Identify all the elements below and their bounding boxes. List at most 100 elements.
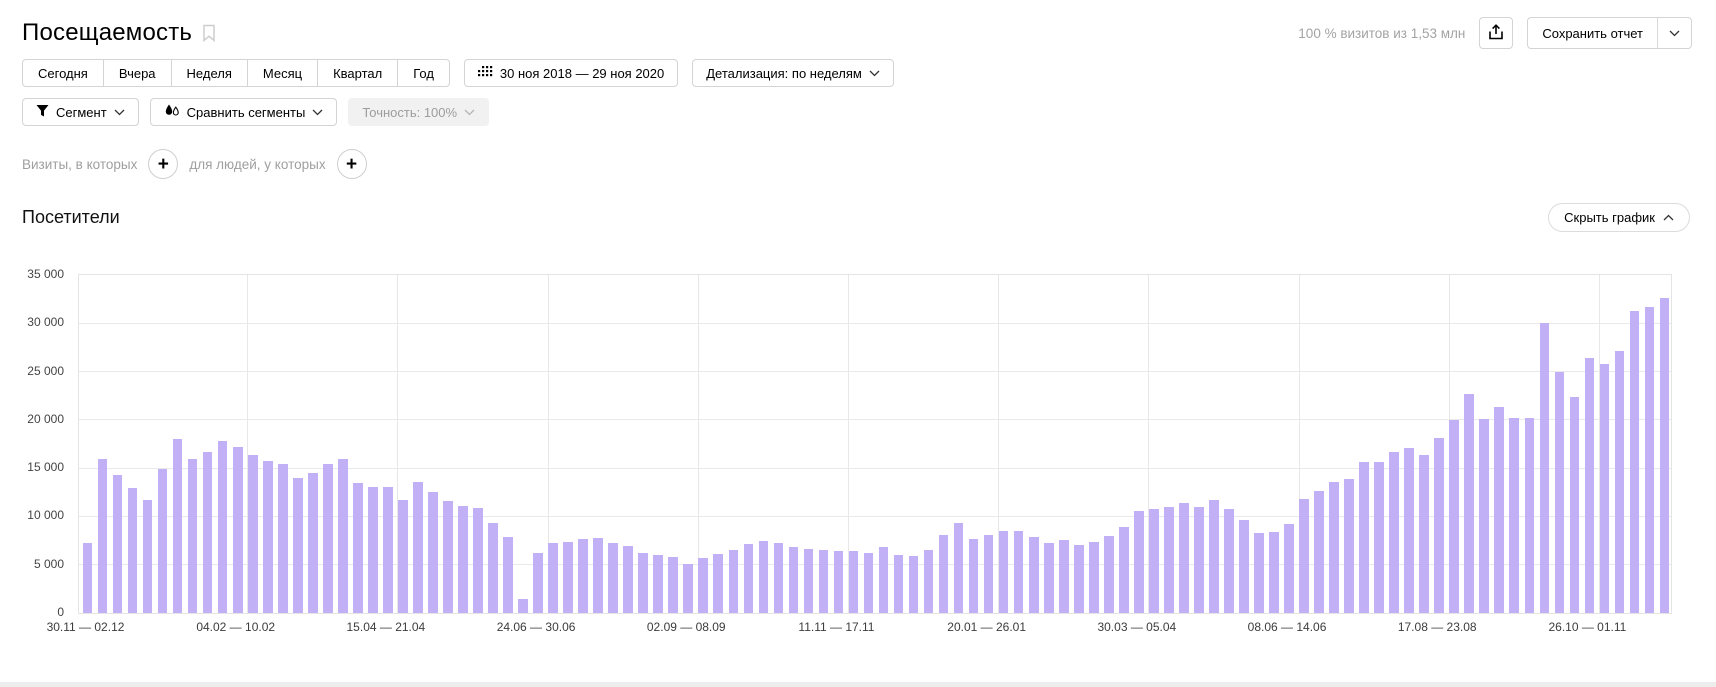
bar-week-57[interactable] <box>938 534 949 613</box>
bar-week-4[interactable] <box>142 500 153 613</box>
bar-week-3[interactable] <box>127 488 138 613</box>
bar-week-72[interactable] <box>1164 506 1174 613</box>
bar-week-84[interactable] <box>1344 478 1354 613</box>
bar-week-79[interactable] <box>1269 531 1279 613</box>
bar-week-74[interactable] <box>1194 506 1204 613</box>
bar-week-50[interactable] <box>833 551 844 613</box>
bar-week-81[interactable] <box>1299 499 1309 613</box>
bar-week-25[interactable] <box>458 505 468 613</box>
bar-week-12[interactable] <box>262 461 273 613</box>
bar-week-95[interactable] <box>1509 417 1520 613</box>
bar-week-29[interactable] <box>518 599 528 613</box>
bar-week-48[interactable] <box>803 549 814 613</box>
bar-week-21[interactable] <box>398 500 408 613</box>
bar-week-7[interactable] <box>187 459 198 613</box>
bar-week-78[interactable] <box>1254 532 1264 613</box>
bar-week-61[interactable] <box>998 530 1009 613</box>
bar-week-40[interactable] <box>683 563 694 613</box>
bar-week-32[interactable] <box>563 541 573 613</box>
bar-week-96[interactable] <box>1524 417 1535 613</box>
bar-week-10[interactable] <box>232 446 243 613</box>
bar-week-26[interactable] <box>473 507 483 613</box>
add-people-filter-button[interactable]: + <box>336 149 367 179</box>
bar-week-16[interactable] <box>323 464 333 613</box>
bar-week-89[interactable] <box>1419 454 1429 613</box>
bar-week-8[interactable] <box>202 451 213 613</box>
bar-week-23[interactable] <box>428 492 438 613</box>
hide-chart-button[interactable]: Скрыть график <box>1548 203 1690 232</box>
bar-week-76[interactable] <box>1224 508 1234 613</box>
accuracy-button[interactable]: Точность: 100% <box>348 98 490 126</box>
bar-week-42[interactable] <box>713 554 724 613</box>
bar-week-58[interactable] <box>953 523 964 613</box>
bar-week-93[interactable] <box>1479 418 1490 613</box>
bar-week-14[interactable] <box>292 477 303 613</box>
tab-period-2[interactable]: Неделя <box>170 59 248 87</box>
bar-week-85[interactable] <box>1359 462 1369 613</box>
bar-week-105[interactable] <box>1659 298 1670 613</box>
bar-week-38[interactable] <box>653 555 664 613</box>
bar-week-70[interactable] <box>1134 510 1144 613</box>
bar-week-87[interactable] <box>1389 451 1399 613</box>
bar-week-68[interactable] <box>1103 535 1114 613</box>
bar-week-0[interactable] <box>82 542 93 613</box>
bar-week-5[interactable] <box>157 469 168 613</box>
bar-week-59[interactable] <box>968 538 979 613</box>
bar-week-35[interactable] <box>608 543 618 613</box>
bar-week-27[interactable] <box>488 523 498 613</box>
bar-week-101[interactable] <box>1599 363 1610 613</box>
tab-period-3[interactable]: Месяц <box>246 59 319 87</box>
bar-week-99[interactable] <box>1569 396 1580 613</box>
bar-week-43[interactable] <box>728 550 739 613</box>
bookmark-icon[interactable] <box>202 24 216 42</box>
bar-week-86[interactable] <box>1374 462 1384 613</box>
bar-week-17[interactable] <box>338 459 348 613</box>
bar-week-91[interactable] <box>1449 419 1460 613</box>
bar-week-1[interactable] <box>97 458 108 613</box>
bar-week-55[interactable] <box>908 556 919 613</box>
bar-week-77[interactable] <box>1239 520 1249 613</box>
bar-week-39[interactable] <box>668 557 679 613</box>
bar-week-80[interactable] <box>1284 524 1294 613</box>
bar-week-36[interactable] <box>623 546 633 613</box>
bar-week-53[interactable] <box>878 547 889 613</box>
bar-week-67[interactable] <box>1088 541 1099 613</box>
bar-week-64[interactable] <box>1043 542 1054 613</box>
bar-week-62[interactable] <box>1013 530 1024 613</box>
bar-week-9[interactable] <box>217 441 228 613</box>
bar-week-45[interactable] <box>758 540 769 613</box>
bar-week-44[interactable] <box>743 544 754 613</box>
bar-week-63[interactable] <box>1028 536 1039 613</box>
bar-week-54[interactable] <box>893 555 904 613</box>
detalization-button[interactable]: Детализация: по неделям <box>692 59 894 87</box>
bar-week-104[interactable] <box>1644 306 1655 613</box>
bar-week-97[interactable] <box>1539 323 1550 613</box>
bar-week-100[interactable] <box>1584 358 1595 613</box>
bar-week-66[interactable] <box>1073 545 1084 613</box>
bar-week-60[interactable] <box>983 534 994 613</box>
bar-week-75[interactable] <box>1209 500 1219 613</box>
compare-segments-button[interactable]: Сравнить сегменты <box>149 98 338 126</box>
bar-week-82[interactable] <box>1314 491 1324 613</box>
bar-week-49[interactable] <box>818 550 829 613</box>
bar-week-33[interactable] <box>578 538 588 613</box>
bar-week-24[interactable] <box>443 500 453 613</box>
tab-period-5[interactable]: Год <box>397 59 450 87</box>
bar-week-19[interactable] <box>368 486 378 613</box>
bar-week-22[interactable] <box>413 481 423 613</box>
bar-week-103[interactable] <box>1629 310 1640 613</box>
share-button[interactable] <box>1479 17 1514 49</box>
bar-week-34[interactable] <box>593 537 603 613</box>
bar-week-65[interactable] <box>1058 539 1069 613</box>
tab-period-1[interactable]: Вчера <box>102 59 172 87</box>
tab-period-4[interactable]: Квартал <box>317 59 399 87</box>
bar-week-37[interactable] <box>638 553 648 613</box>
bar-week-28[interactable] <box>503 536 513 613</box>
bar-week-71[interactable] <box>1149 508 1159 613</box>
bar-week-102[interactable] <box>1614 351 1625 613</box>
bar-week-11[interactable] <box>247 454 258 613</box>
tab-period-0[interactable]: Сегодня <box>22 59 104 87</box>
bar-week-2[interactable] <box>112 474 123 613</box>
bar-week-88[interactable] <box>1404 447 1414 613</box>
bar-week-18[interactable] <box>353 482 363 613</box>
